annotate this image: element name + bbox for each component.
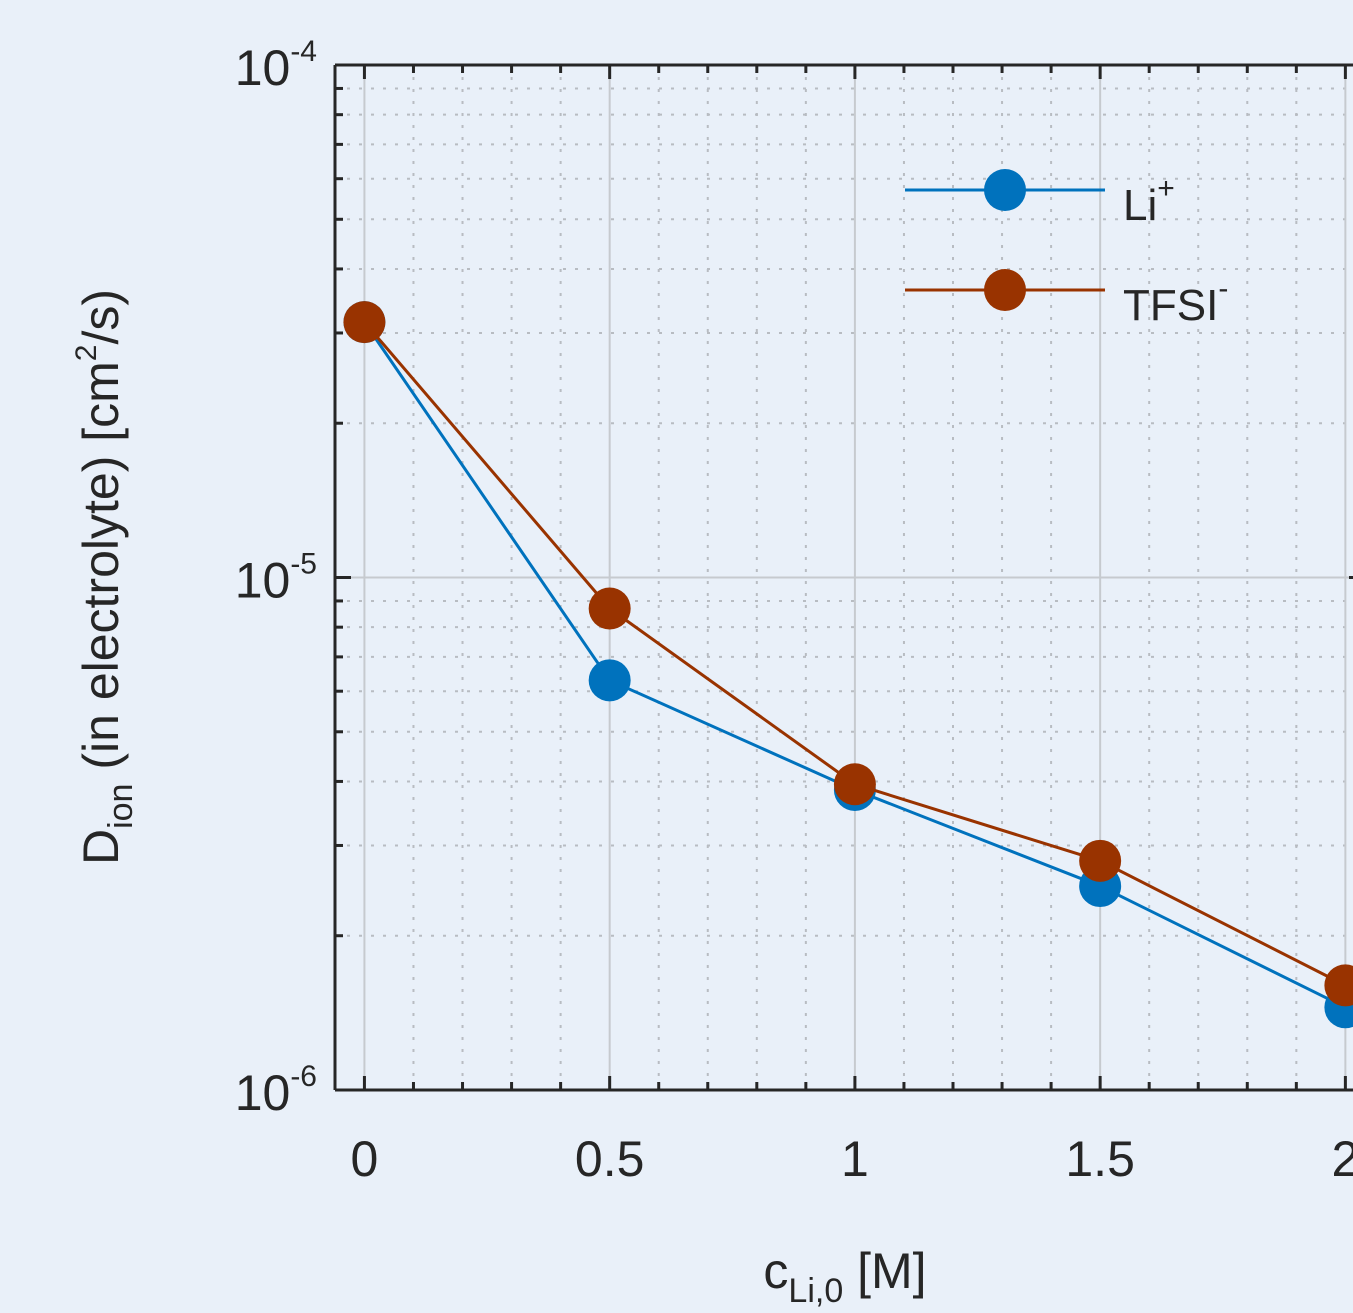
grid [335, 64, 1353, 1091]
y-tick-label: 10-4 [235, 35, 317, 96]
legend-label-li: Li+ [1123, 172, 1175, 230]
x-axis-label: cLi,0 [M] [763, 1243, 926, 1308]
axes: 0 0.5 1 1.5 2 10-4 10-5 10-6 [235, 35, 1353, 1187]
legend-label-tfsi: TFSI- [1123, 272, 1228, 330]
data-point-tfsi [588, 587, 631, 630]
series [343, 301, 1353, 1029]
y-tick-label: 10-5 [235, 548, 317, 609]
x-tick-label: 1.5 [1065, 1131, 1135, 1187]
y-tick-label: 10-6 [235, 1060, 317, 1121]
data-point-li [588, 659, 631, 702]
legend-marker-li [984, 169, 1026, 211]
x-tick-label: 2 [1331, 1131, 1353, 1187]
data-point-tfsi [833, 763, 876, 806]
x-tick-label: 0.5 [575, 1131, 645, 1187]
legend-marker-tfsi [984, 269, 1026, 311]
data-point-tfsi [1324, 964, 1353, 1007]
legend: Li+ TFSI- [905, 169, 1228, 330]
x-tick-label: 1 [841, 1131, 869, 1187]
y-axis-label: Dion (in electrolyte) [cm2/s) [70, 289, 140, 865]
data-point-tfsi [343, 301, 386, 344]
x-tick-label: 0 [351, 1131, 379, 1187]
data-point-tfsi [1079, 839, 1122, 882]
